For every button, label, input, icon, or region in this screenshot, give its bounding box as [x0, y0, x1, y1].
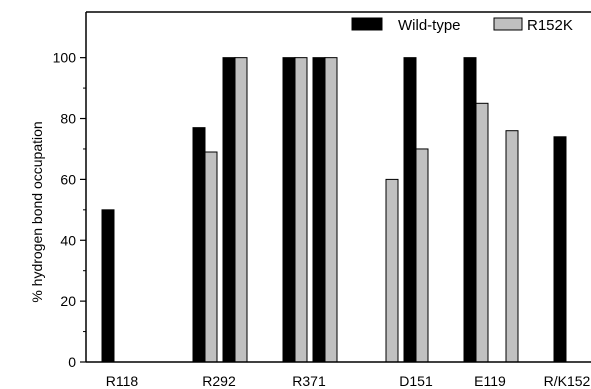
x-axis: R118 R292 R371 D151 E119 R/K152 — [86, 361, 591, 389]
y-tick-label: 80 — [60, 111, 76, 127]
bar-d151-wild-type — [403, 57, 417, 363]
bar-r292-r152k — [204, 151, 218, 363]
bar-r118-wild-type — [101, 209, 115, 363]
bar-d151-r152k — [385, 178, 399, 363]
x-tick-label: R371 — [292, 373, 326, 389]
bar-e119-wild-type — [463, 57, 477, 363]
x-tick-label: R/K152 — [544, 373, 591, 389]
y-tick-label: 60 — [60, 171, 76, 187]
legend-label-wild-type: Wild-type — [398, 17, 461, 34]
plot-area — [101, 57, 567, 363]
legend: Wild-type R152K — [351, 17, 573, 34]
bar-r292-wild-type — [222, 57, 236, 363]
bar-r292-r152k — [234, 57, 248, 363]
y-tick-label: 20 — [60, 293, 76, 309]
legend-swatch-wild-type — [351, 17, 383, 31]
x-tick-label: R292 — [202, 373, 236, 389]
bar-e119-r152k — [505, 130, 519, 363]
bar-r371-r152k — [324, 57, 338, 363]
legend-swatch-r152k — [493, 17, 523, 31]
y-tick-label: 40 — [60, 232, 76, 248]
bar-d151-r152k — [415, 148, 429, 363]
bar-r371-wild-type — [312, 57, 326, 363]
x-tick-label: E119 — [474, 373, 506, 389]
bar-e119-r152k — [475, 102, 489, 363]
y-tick-label: 0 — [68, 354, 76, 370]
y-axis-label: % hydrogen bond occupation — [29, 121, 45, 302]
bar-r371-r152k — [294, 57, 308, 363]
x-tick-label: R118 — [106, 373, 139, 389]
bar-r-k152-wild-type — [553, 136, 567, 363]
bar-r292-wild-type — [192, 127, 206, 363]
y-axis: 0 20 40 60 80 100 — [53, 11, 591, 370]
y-tick-label: 100 — [53, 50, 77, 66]
x-tick-label: D151 — [399, 373, 433, 389]
bar-r371-wild-type — [282, 57, 296, 363]
legend-label-r152k: R152K — [527, 17, 573, 34]
